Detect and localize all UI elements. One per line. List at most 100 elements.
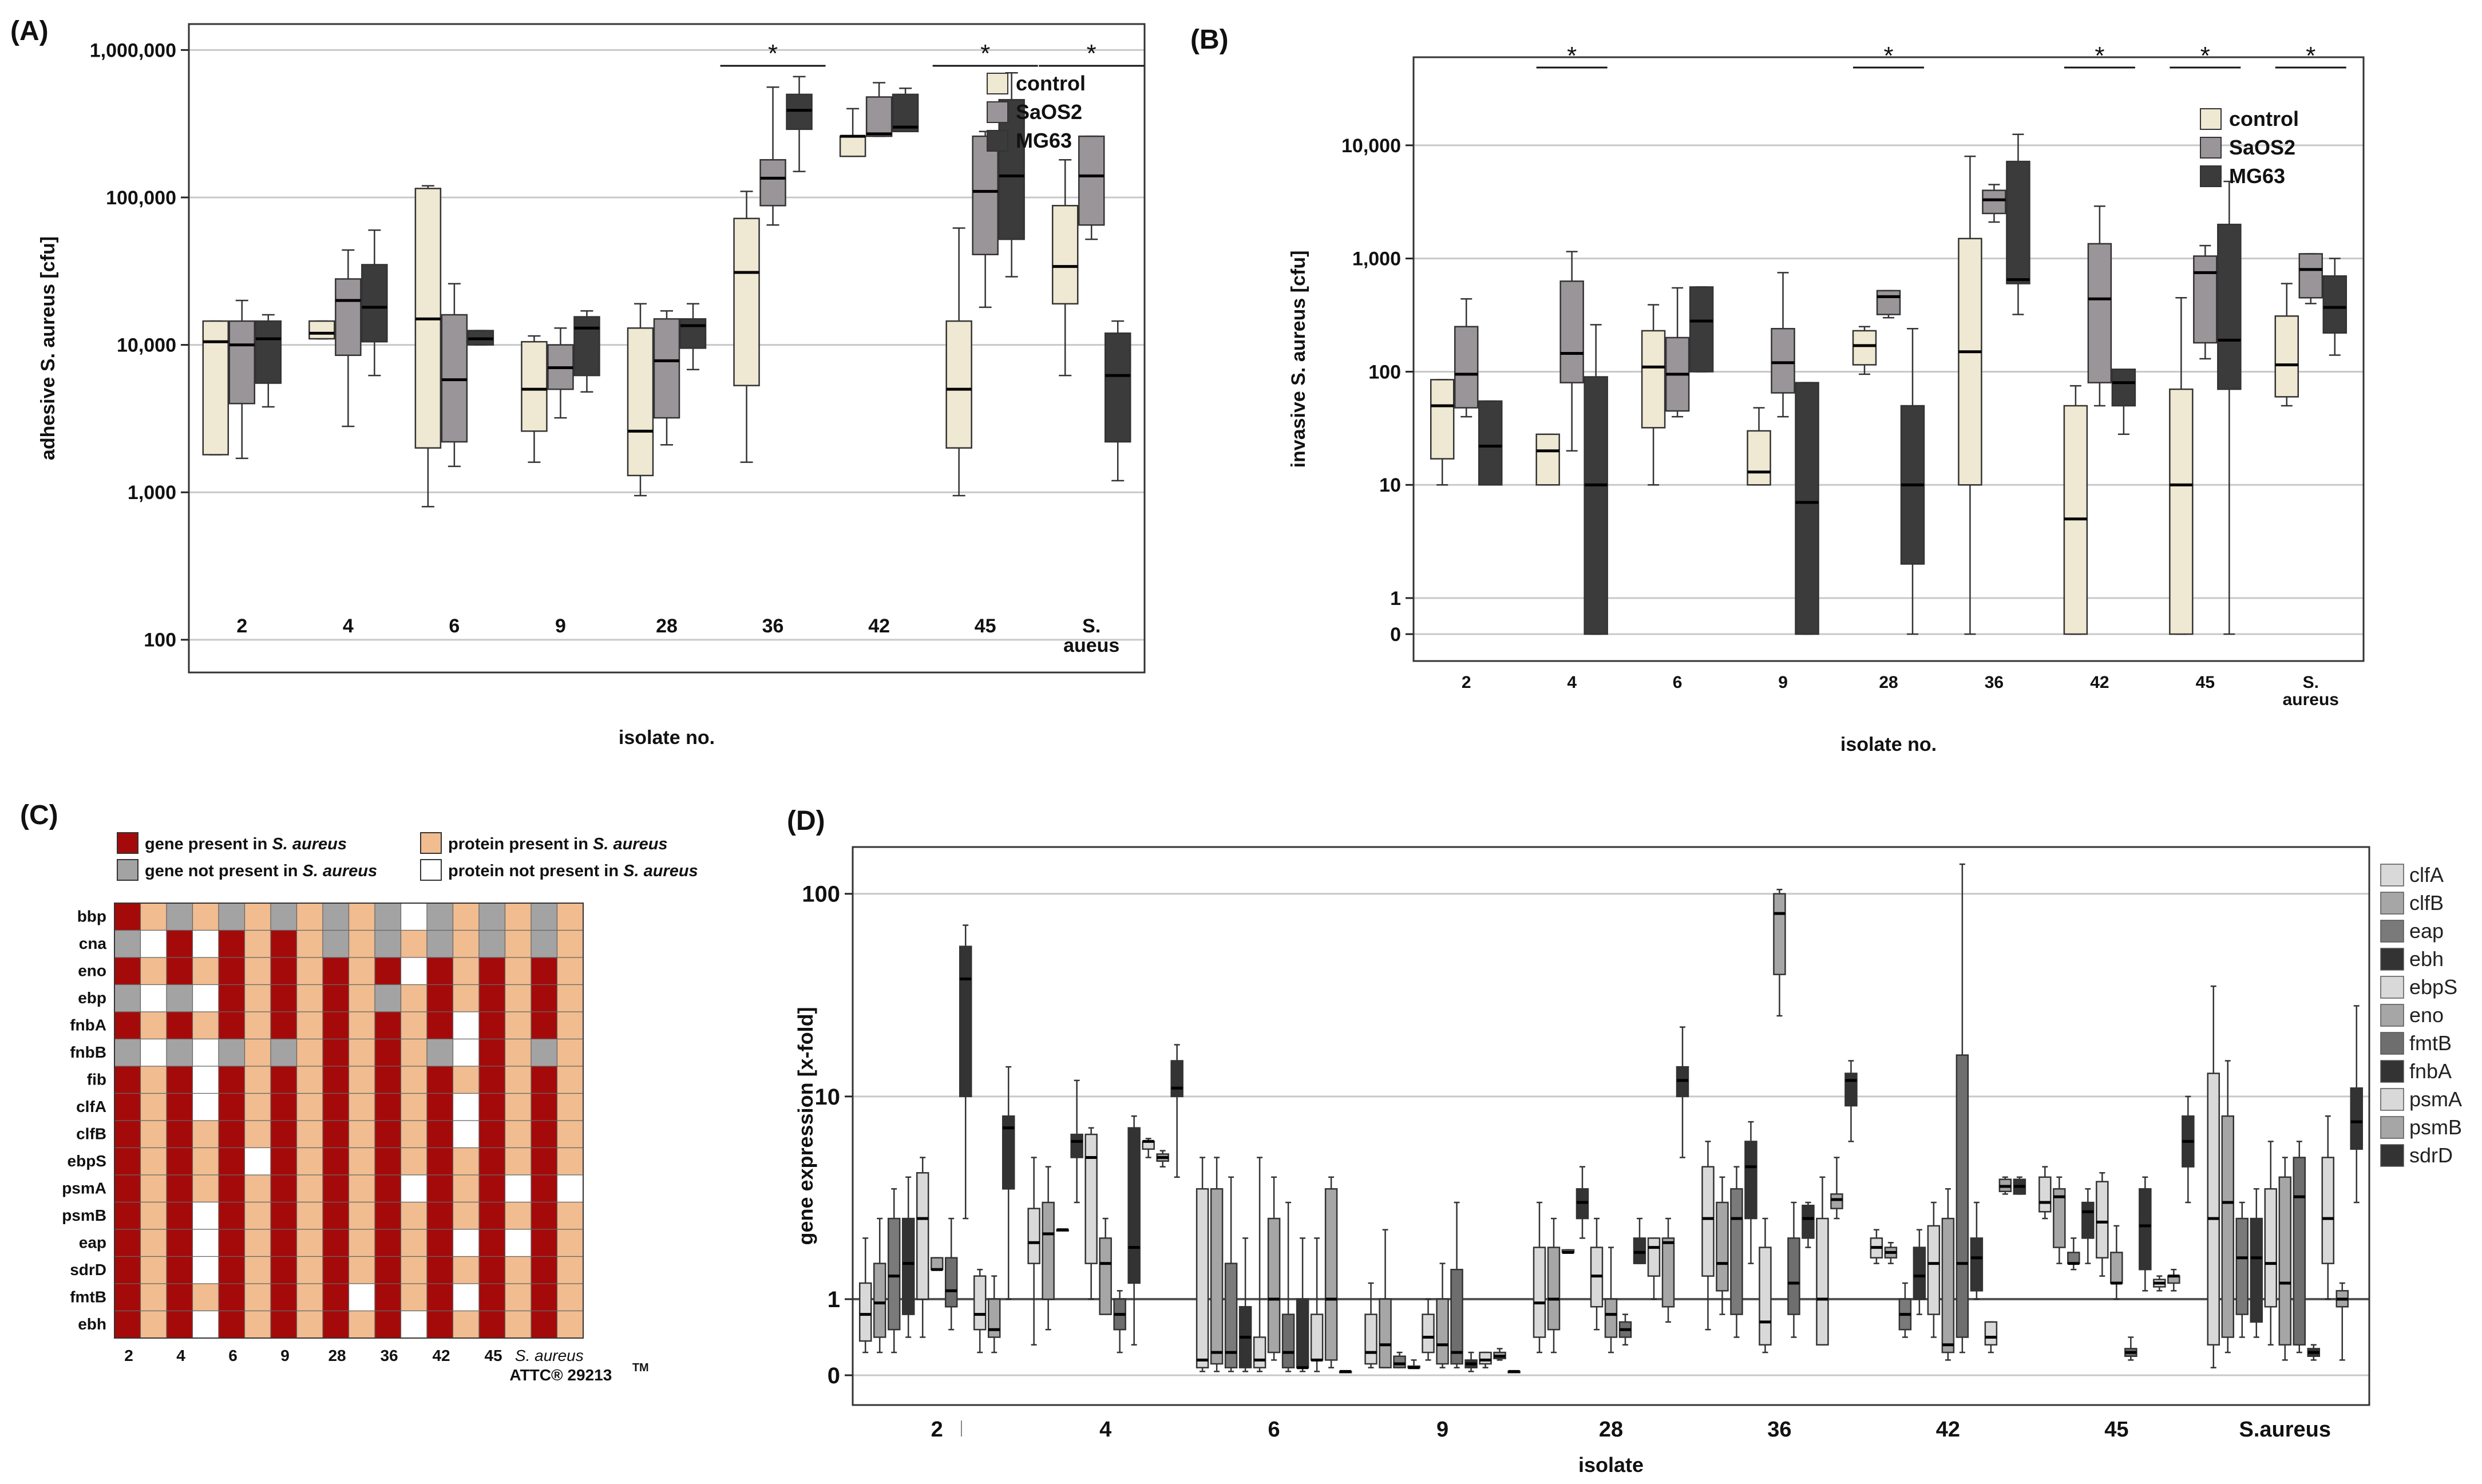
- box-eap-42: [1898, 1282, 1912, 1338]
- gene-cell: [166, 1310, 193, 1339]
- protein-cell: [192, 1310, 219, 1339]
- box-clfA-S.aureus: [2207, 985, 2220, 1368]
- box-iqr: [945, 320, 972, 449]
- box-iqr: [1701, 1166, 1715, 1277]
- gene-cell: [114, 984, 141, 1012]
- box-ebpS-9: [1422, 1298, 1435, 1361]
- y-tick-label: 100,000: [106, 187, 176, 209]
- gene-cell: [478, 1066, 506, 1094]
- protein-cell: [296, 1174, 323, 1203]
- box-iqr: [1941, 1217, 1955, 1354]
- box-iqr: [2278, 1176, 2292, 1346]
- box-MG63-4: [361, 229, 388, 377]
- box-psmB-9: [1493, 1348, 1506, 1361]
- protein-cell: [348, 1066, 375, 1094]
- box-ebh-42: [1913, 1229, 1926, 1315]
- box-control-36: [733, 191, 760, 463]
- panel-label: (C): [20, 800, 58, 830]
- protein-cell: [452, 1256, 480, 1284]
- gene-cell: [166, 1093, 193, 1121]
- box-iqr: [2293, 1157, 2306, 1346]
- gene-cell: [426, 1093, 454, 1121]
- box-iqr: [839, 135, 866, 157]
- protein-cell: [556, 1120, 584, 1149]
- box-clfA-36: [1701, 1141, 1715, 1331]
- box-clfA-28: [1533, 1201, 1546, 1354]
- gene-cell: [114, 1201, 141, 1230]
- protein-cell: [244, 1256, 271, 1284]
- protein-cell: [400, 1147, 427, 1176]
- legend-label: ebh: [2409, 947, 2444, 971]
- y-tick-label: 1,000: [1352, 248, 1401, 270]
- box-clfA-4: [1027, 1157, 1040, 1346]
- box-MG63-9: [1795, 382, 1819, 635]
- protein-cell: [452, 1093, 480, 1121]
- box-iqr: [944, 1257, 958, 1308]
- gene-cell: [478, 1038, 506, 1067]
- box-fnbA-2: [959, 924, 972, 1220]
- gene-cell: [114, 903, 141, 931]
- gene-cell: [531, 1201, 558, 1230]
- protein-cell: [140, 1011, 167, 1040]
- protein-cell: [140, 1066, 167, 1094]
- box-psmA-6: [1310, 1237, 1324, 1372]
- box-control-S.-aureus: [2274, 283, 2299, 407]
- protein-cell: [348, 903, 375, 931]
- gene-cell: [531, 957, 558, 986]
- gene-cell: [166, 1147, 193, 1176]
- box-iqr: [2053, 1188, 2066, 1248]
- box-fnbA-S.aureus: [2307, 1344, 2321, 1361]
- gene-cell: [114, 1283, 141, 1312]
- box-sdrD-S.aureus: [2350, 1005, 2364, 1204]
- box-eno-S.aureus: [2278, 1157, 2292, 1361]
- box-iqr: [1773, 893, 1786, 975]
- y-axis-title: adhesive S. aureus [cfu]: [37, 236, 59, 460]
- x-tick-label: 9: [555, 615, 566, 637]
- protein-cell: [296, 903, 323, 931]
- legend-swatch: [2380, 976, 2404, 999]
- protein-cell: [348, 1093, 375, 1121]
- gene-cell: [270, 1066, 298, 1094]
- legend-swatch: [2380, 1144, 2404, 1167]
- y-axis-title: invasive S. aureus [cfu]: [1288, 251, 1309, 468]
- gene-cell: [374, 1229, 402, 1257]
- panel-label: (A): [10, 16, 49, 46]
- gene-cell: [114, 1038, 141, 1067]
- gene-cell: [270, 1229, 298, 1257]
- protein-cell: [452, 903, 480, 931]
- box-iqr: [1393, 1355, 1406, 1368]
- x-tick-label: 28: [1879, 673, 1898, 692]
- box-clfB-4: [1042, 1166, 1055, 1331]
- protein-cell: [452, 1201, 480, 1230]
- gene-cell: [426, 1066, 454, 1094]
- gene-cell: [114, 1229, 141, 1257]
- box-iqr: [1027, 1208, 1040, 1264]
- box-iqr: [521, 341, 548, 432]
- box-ebpS-S.aureus: [2264, 1141, 2278, 1346]
- protein-cell: [244, 1201, 271, 1230]
- panel-label: (B): [1190, 25, 1229, 55]
- legend-swatch: [987, 130, 1008, 152]
- x-tick-label: 36: [1767, 1418, 1791, 1442]
- box-SaOS2-42: [2087, 205, 2112, 407]
- box-fmtB-6: [1281, 1201, 1295, 1372]
- box-iqr: [1716, 1201, 1729, 1292]
- protein-cell: [348, 1011, 375, 1040]
- box-psmB-36: [1830, 1157, 1843, 1220]
- box-eno-4: [1099, 1217, 1112, 1315]
- gene-cell: [166, 1120, 193, 1149]
- protein-cell: [452, 929, 480, 958]
- gene-cell: [374, 957, 402, 986]
- box-iqr: [973, 1275, 987, 1331]
- protein-cell: [348, 984, 375, 1012]
- gene-cell: [322, 1256, 350, 1284]
- protein-cell: [244, 1011, 271, 1040]
- x-axis-title: isolate no.: [619, 727, 715, 749]
- protein-cell: [504, 1229, 532, 1257]
- box-eap-6: [1224, 1176, 1238, 1372]
- protein-cell: [244, 1229, 271, 1257]
- x-tick-label: 2: [236, 615, 247, 637]
- gene-cell: [322, 1229, 350, 1257]
- box-MG63-6: [467, 330, 494, 346]
- gene-cell: [531, 1011, 558, 1040]
